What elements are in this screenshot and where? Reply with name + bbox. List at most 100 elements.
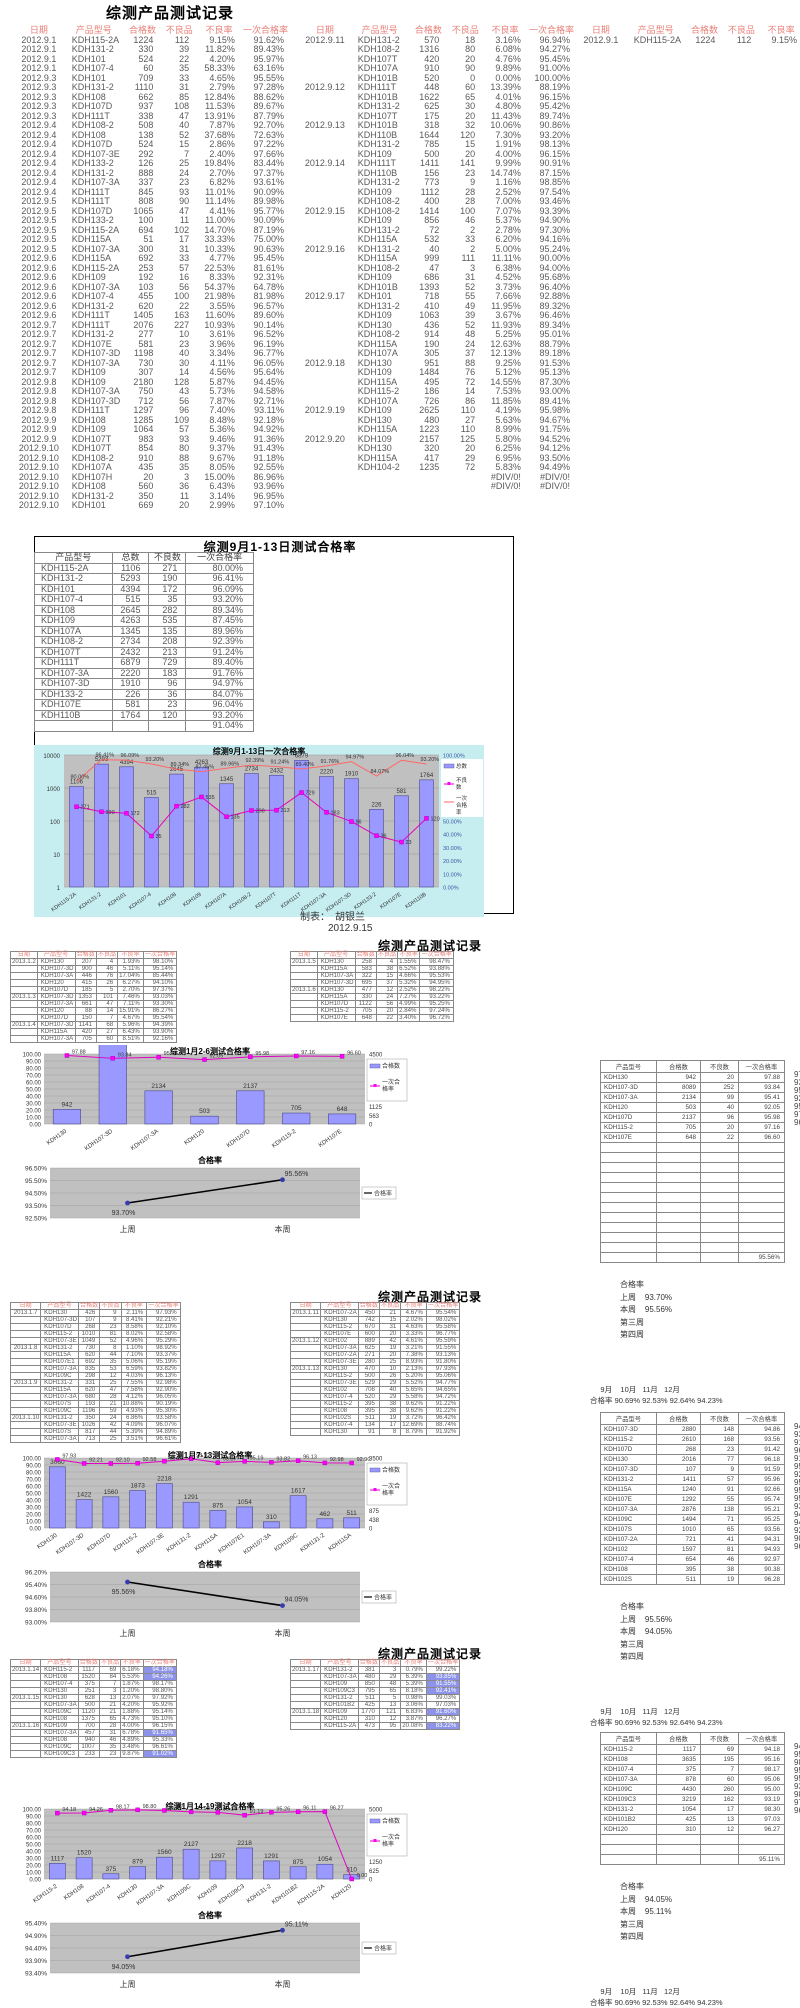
svg-text:93.70%: 93.70% — [112, 1210, 136, 1217]
svg-text:438: 438 — [369, 1518, 380, 1524]
svg-text:80.00: 80.00 — [26, 1822, 42, 1828]
svg-text:合格率: 合格率 — [374, 1594, 392, 1602]
svg-text:30.00: 30.00 — [26, 1857, 42, 1863]
svg-text:50.00: 50.00 — [26, 1088, 42, 1094]
svg-text:合格率: 合格率 — [197, 1559, 222, 1569]
svg-text:90.00: 90.00 — [26, 1815, 42, 1821]
svg-text:上周: 上周 — [120, 1225, 136, 1234]
svg-text:1054: 1054 — [237, 1499, 252, 1506]
svg-text:上周: 上周 — [120, 1629, 136, 1638]
svg-text:80.00: 80.00 — [26, 1067, 42, 1073]
svg-text:10: 10 — [53, 853, 60, 859]
svg-text:2218: 2218 — [157, 1476, 172, 1483]
svg-text:92.10: 92.10 — [116, 1458, 130, 1464]
svg-text:30.00: 30.00 — [26, 1506, 42, 1512]
svg-text:535: 535 — [206, 795, 215, 801]
svg-text:208: 208 — [256, 809, 265, 815]
svg-text:648: 648 — [337, 1106, 348, 1113]
svg-text:93.82: 93.82 — [276, 1456, 290, 1462]
svg-text:1291: 1291 — [264, 1853, 279, 1860]
svg-text:729: 729 — [306, 791, 315, 797]
svg-text:581: 581 — [396, 789, 407, 795]
svg-text:2134: 2134 — [151, 1083, 166, 1090]
svg-text:93.50%: 93.50% — [25, 1203, 47, 1210]
svg-text:40.00: 40.00 — [26, 1499, 42, 1505]
svg-text:本周: 本周 — [275, 1979, 291, 1989]
svg-text:942: 942 — [61, 1101, 72, 1108]
svg-text:100.00: 100.00 — [23, 1808, 42, 1814]
svg-text:96.60: 96.60 — [347, 1050, 361, 1056]
svg-text:100: 100 — [50, 820, 61, 826]
svg-text:96.13: 96.13 — [303, 1455, 317, 1461]
svg-text:2220: 2220 — [320, 770, 334, 776]
svg-text:94.50%: 94.50% — [25, 1191, 47, 1198]
svg-text:875: 875 — [212, 1503, 223, 1510]
svg-text:172: 172 — [131, 811, 140, 817]
svg-text:4500: 4500 — [369, 1053, 383, 1059]
svg-text:23: 23 — [406, 840, 412, 846]
svg-text:一次合: 一次合 — [382, 1078, 400, 1086]
svg-text:合格数: 合格数 — [382, 1817, 400, 1825]
svg-text:70.00: 70.00 — [26, 1829, 42, 1835]
svg-text:3500: 3500 — [369, 1457, 383, 1463]
svg-text:92.39%: 92.39% — [246, 758, 265, 764]
svg-text:563: 563 — [369, 1114, 380, 1120]
svg-text:0.00%: 0.00% — [443, 886, 459, 892]
svg-text:89.96%: 89.96% — [221, 761, 240, 767]
svg-text:96.50%: 96.50% — [25, 1166, 47, 1173]
svg-text:98.17: 98.17 — [116, 1804, 130, 1810]
svg-text:2432: 2432 — [270, 768, 284, 774]
svg-text:94.40%: 94.40% — [25, 1946, 47, 1953]
svg-text:70.00: 70.00 — [26, 1074, 42, 1080]
svg-text:50.00%: 50.00% — [443, 820, 462, 826]
svg-text:20.00: 20.00 — [26, 1864, 42, 1870]
svg-text:本周: 本周 — [275, 1628, 291, 1638]
svg-text:462: 462 — [319, 1511, 330, 1518]
svg-text:94.05%: 94.05% — [285, 1597, 309, 1604]
svg-text:98.80: 98.80 — [143, 1804, 157, 1810]
svg-text:96.20%: 96.20% — [25, 1570, 47, 1577]
svg-text:94.26: 94.26 — [89, 1807, 103, 1813]
svg-text:50.00: 50.00 — [26, 1843, 42, 1849]
svg-text:190: 190 — [106, 810, 115, 816]
svg-text:10.00: 10.00 — [26, 1871, 42, 1877]
svg-text:60.00: 60.00 — [26, 1485, 42, 1491]
svg-text:1297: 1297 — [211, 1853, 226, 1860]
svg-text:95.98: 95.98 — [255, 1051, 269, 1057]
svg-text:本周: 本周 — [275, 1224, 291, 1234]
svg-text:120: 120 — [431, 816, 440, 822]
svg-text:1910: 1910 — [345, 772, 359, 778]
svg-text:40.00%: 40.00% — [443, 833, 462, 839]
svg-text:91.76%: 91.76% — [321, 759, 340, 765]
svg-text:1873: 1873 — [130, 1483, 145, 1490]
svg-text:合格率: 合格率 — [197, 1155, 222, 1165]
svg-text:合格数: 合格数 — [382, 1062, 400, 1070]
svg-text:90.00: 90.00 — [26, 1464, 42, 1470]
svg-text:213: 213 — [281, 808, 290, 814]
svg-text:10.00: 10.00 — [26, 1520, 42, 1526]
svg-text:625: 625 — [369, 1869, 380, 1875]
svg-text:95.40%: 95.40% — [25, 1582, 47, 1589]
svg-text:94.97%: 94.97% — [346, 755, 365, 761]
svg-text:97.88: 97.88 — [72, 1049, 86, 1055]
svg-text:20.00: 20.00 — [26, 1513, 42, 1519]
svg-text:总数: 总数 — [456, 762, 468, 770]
svg-text:一次: 一次 — [456, 794, 468, 802]
svg-text:92.50%: 92.50% — [25, 1216, 47, 1223]
svg-text:1617: 1617 — [291, 1488, 306, 1495]
svg-text:1520: 1520 — [77, 1850, 92, 1857]
svg-text:879: 879 — [132, 1859, 143, 1866]
svg-text:1054: 1054 — [318, 1856, 333, 1863]
svg-text:一次合: 一次合 — [382, 1482, 400, 1490]
svg-text:96.27: 96.27 — [330, 1806, 344, 1812]
svg-text:84.07%: 84.07% — [371, 769, 390, 775]
svg-text:93.20%: 93.20% — [421, 757, 440, 763]
svg-text:35: 35 — [156, 834, 162, 840]
svg-text:综测1月7-13测试合格率: 综测1月7-13测试合格率 — [168, 1450, 252, 1460]
svg-text:92.21: 92.21 — [89, 1457, 103, 1463]
svg-text:综测1月14-19测试合格率: 综测1月14-19测试合格率 — [166, 1801, 255, 1811]
svg-text:90.00: 90.00 — [26, 1060, 42, 1066]
svg-text:10000: 10000 — [43, 754, 60, 760]
svg-text:93.40%: 93.40% — [25, 1971, 47, 1978]
svg-text:综测9月1-13日一次合格率: 综测9月1-13日一次合格率 — [213, 746, 305, 756]
